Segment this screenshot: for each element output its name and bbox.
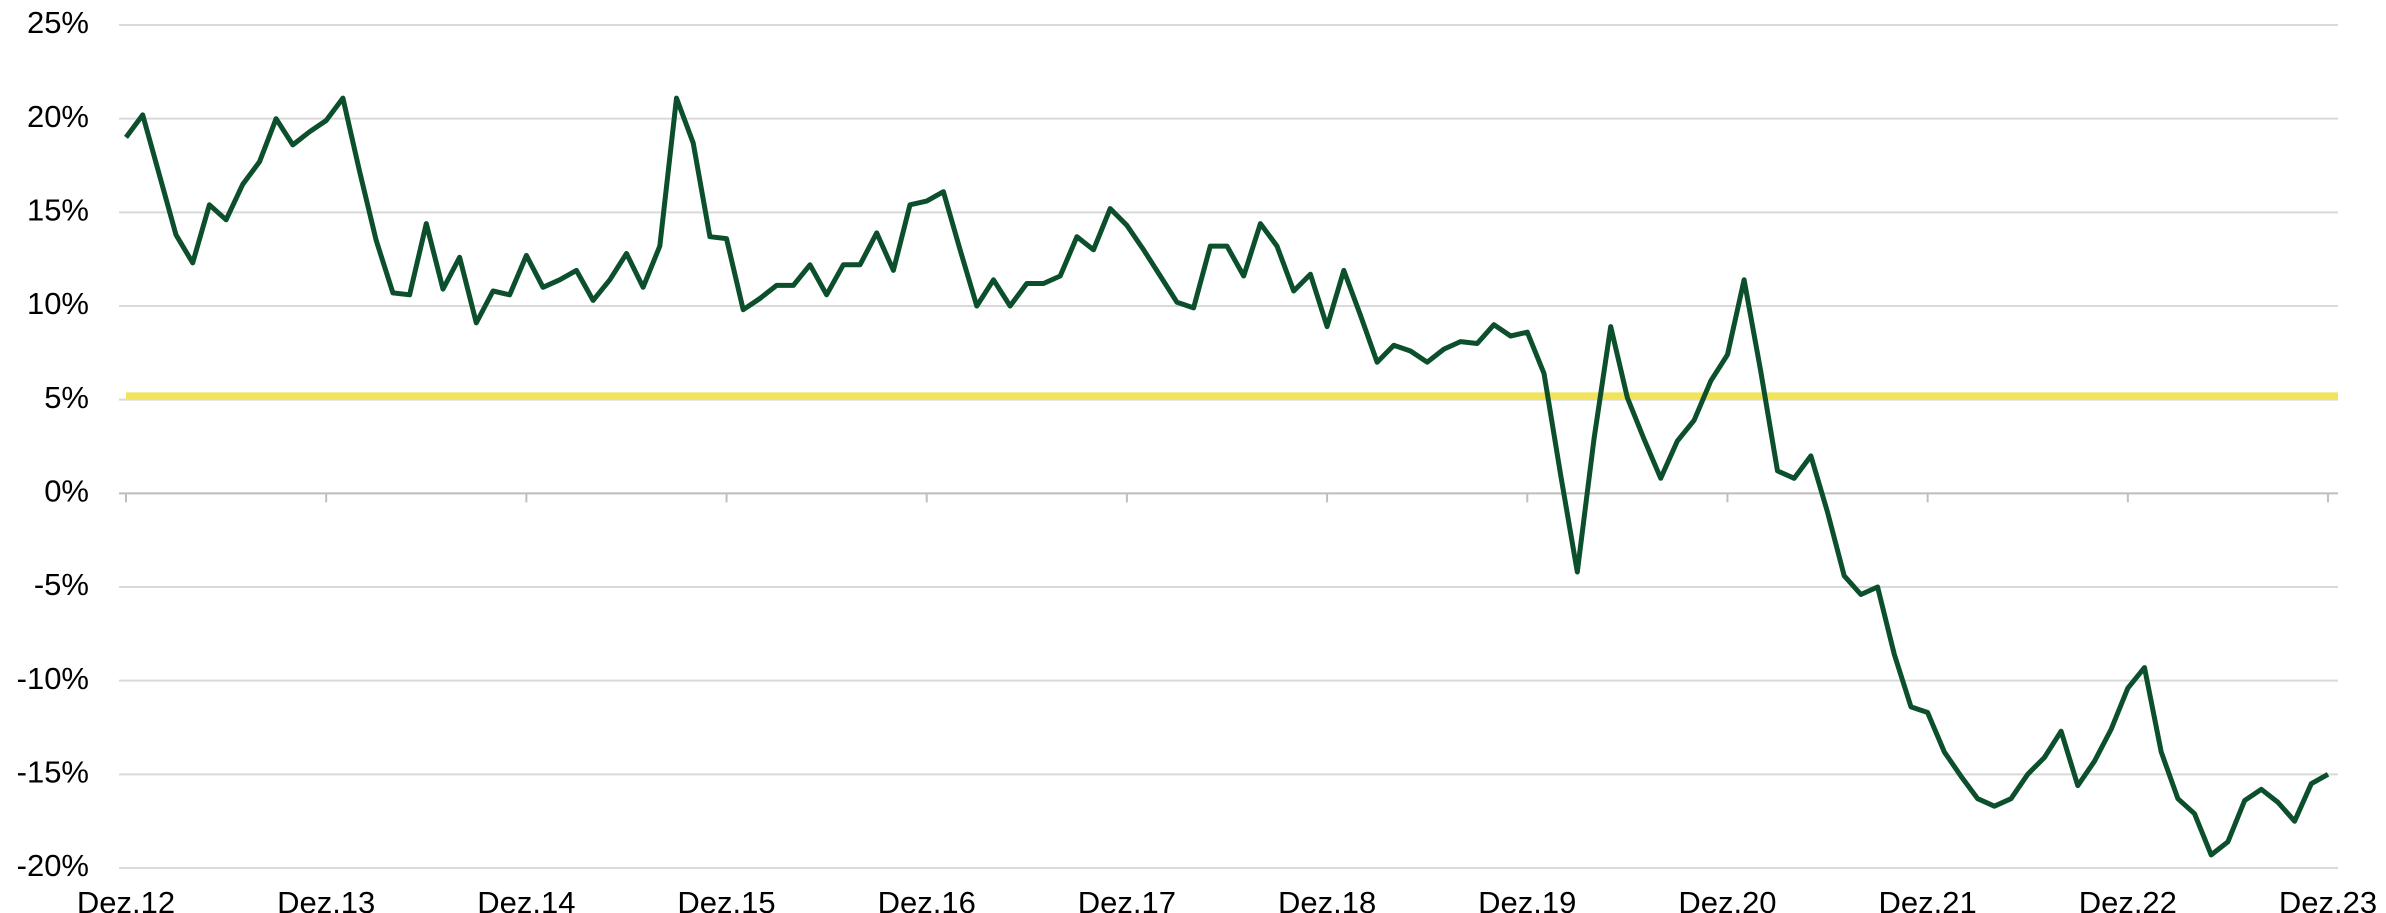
y-tick-label: 20% xyxy=(27,99,89,134)
x-tick-label: Dez.20 xyxy=(1678,885,1776,913)
x-tick-label: Dez.22 xyxy=(2079,885,2177,913)
x-tick-label: Dez.12 xyxy=(77,885,175,913)
line-series xyxy=(123,95,2330,858)
y-tick-label: 0% xyxy=(44,474,89,509)
x-tick-label: Dez.19 xyxy=(1478,885,1576,913)
x-tick-label: Dez.21 xyxy=(1879,885,1977,913)
x-tick-label: Dez.15 xyxy=(677,885,775,913)
x-tick-label: Dez.13 xyxy=(277,885,375,913)
x-tick-label: Dez.16 xyxy=(878,885,976,913)
x-tick-label: Dez.14 xyxy=(477,885,575,913)
y-tick-label: -10% xyxy=(17,661,89,696)
y-tick-label: -5% xyxy=(34,567,89,602)
x-tick-label: Dez.18 xyxy=(1278,885,1376,913)
x-tick-label: Dez.17 xyxy=(1078,885,1176,913)
y-tick-label: 10% xyxy=(27,286,89,321)
y-tick-label: 15% xyxy=(27,193,89,228)
x-tick-label: Dez.23 xyxy=(2279,885,2377,913)
y-tick-label: 5% xyxy=(44,380,89,415)
y-tick-label: -15% xyxy=(17,755,89,790)
y-tick-label: 25% xyxy=(27,5,89,40)
y-tick-label: -20% xyxy=(17,848,89,883)
